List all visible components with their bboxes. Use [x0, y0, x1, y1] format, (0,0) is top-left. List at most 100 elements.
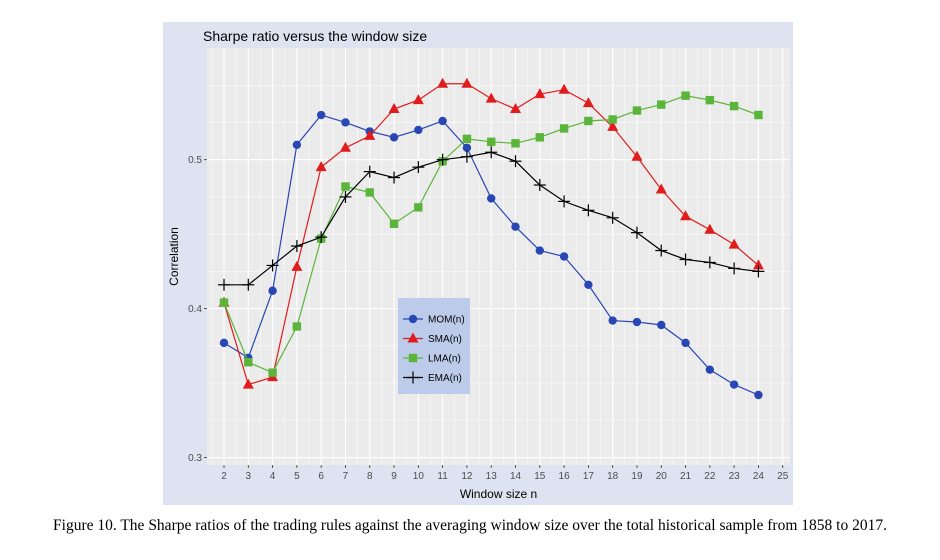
legend-label: MOM(n) — [428, 315, 465, 326]
data-point-ema — [679, 253, 692, 266]
legend-key-marker — [407, 332, 419, 343]
data-point-mom — [462, 143, 472, 152]
data-point-mom — [729, 380, 739, 389]
x-tick-label: 21 — [680, 471, 692, 482]
x-tick-label: 5 — [294, 471, 300, 482]
data-point-sma — [461, 77, 473, 88]
data-point-ema — [703, 256, 716, 269]
data-point-lma — [729, 101, 739, 111]
x-tick-label: 8 — [367, 471, 373, 482]
legend-item-mom: MOM(n) — [403, 315, 465, 326]
data-point-sma — [704, 223, 716, 234]
data-point-ema — [558, 195, 571, 208]
x-tick-label: 11 — [437, 471, 448, 482]
y-tick-label: 0.5 — [188, 155, 202, 166]
x-tick-label: 23 — [729, 471, 741, 482]
data-point-mom — [389, 133, 399, 142]
legend-label: EMA(n) — [428, 373, 462, 384]
series-lines — [218, 77, 765, 400]
data-point-mom — [584, 280, 593, 289]
data-point-ema — [485, 146, 498, 159]
data-point-sma — [558, 83, 570, 94]
data-point-sma — [631, 150, 643, 161]
chart-title: Sharpe ratio versus the window size — [203, 28, 427, 44]
data-point-sma — [582, 97, 594, 108]
data-point-lma — [365, 188, 374, 197]
x-tick-label: 19 — [631, 471, 643, 482]
data-point-lma — [268, 368, 277, 377]
legend-item-ema: EMA(n) — [403, 371, 462, 384]
data-point-sma — [607, 120, 619, 131]
data-point-lma — [535, 133, 544, 142]
data-point-ema — [436, 153, 449, 166]
data-point-mom — [632, 317, 642, 327]
data-point-ema — [606, 211, 619, 224]
data-point-sma — [485, 92, 497, 103]
data-point-lma — [584, 116, 593, 126]
data-point-sma — [655, 183, 667, 194]
data-point-sma — [752, 259, 764, 270]
x-tick-label: 13 — [486, 471, 498, 482]
plot-panel — [207, 48, 790, 465]
data-point-mom — [681, 338, 690, 348]
data-point-sma — [728, 238, 740, 249]
data-point-sma — [364, 129, 376, 140]
data-point-ema — [752, 265, 765, 278]
data-point-lma — [487, 137, 496, 147]
data-point-mom — [268, 286, 277, 295]
data-point-mom — [657, 320, 666, 330]
legend-item-sma: SMA(n) — [403, 332, 462, 345]
data-point-lma — [705, 95, 715, 105]
data-point-lma — [657, 100, 666, 109]
data-point-mom — [511, 222, 520, 231]
x-tick-label: 10 — [413, 471, 425, 482]
data-point-sma — [534, 88, 546, 99]
data-point-sma — [315, 161, 327, 172]
y-tick-label: 0.4 — [188, 304, 202, 315]
data-point-lma — [511, 139, 520, 148]
data-point-lma — [341, 182, 350, 191]
data-point-lma — [559, 124, 569, 133]
sharpe-ratio-chart: 2 3 4 5 6 7 8 9 10 11 12 13 14 15 16 17 18 19 20 21 22 23 24 25… — [163, 22, 793, 505]
data-point-mom — [535, 246, 544, 255]
x-tick-label: 22 — [704, 471, 716, 482]
data-point-lma — [389, 219, 399, 228]
data-point-mom — [754, 390, 763, 400]
data-point-lma — [292, 322, 302, 331]
series-ema — [218, 146, 765, 291]
data-point-sma — [388, 103, 400, 114]
data-point-sma — [680, 210, 692, 221]
figure-caption: Figure 10. The Sharpe ratios of the trad… — [53, 517, 887, 534]
data-point-lma — [244, 358, 253, 367]
data-point-ema — [266, 259, 279, 272]
data-point-ema — [388, 171, 401, 184]
data-point-sma — [339, 141, 351, 152]
data-point-mom — [316, 110, 326, 120]
data-point-mom — [292, 140, 302, 150]
data-point-ema — [339, 190, 352, 203]
y-tick-label: 0.3 — [188, 453, 202, 464]
data-point-ema — [315, 231, 328, 244]
data-point-lma — [414, 203, 423, 212]
data-point-ema — [655, 244, 668, 257]
legend-label: LMA(n) — [428, 354, 461, 365]
x-tick-label: 24 — [753, 471, 765, 482]
chart-figure: 2 3 4 5 6 7 8 9 10 11 12 13 14 15 16 17 18 19 20 21 22 23 24 25… — [163, 22, 793, 505]
data-point-mom — [414, 125, 423, 135]
data-point-lma — [462, 134, 472, 144]
data-point-mom — [559, 252, 569, 261]
data-point-mom — [608, 316, 617, 325]
x-tick-label: 16 — [559, 471, 571, 482]
data-point-ema — [533, 179, 546, 192]
x-tick-label: 3 — [246, 471, 252, 482]
data-point-ema — [582, 204, 595, 217]
data-point-mom — [341, 118, 350, 127]
axes: 2 3 4 5 6 7 8 9 10 11 12 13 14 15 16 17 18 19 20 21 22 23 24 25… — [188, 155, 789, 482]
legend-key-marker — [407, 371, 419, 384]
data-point-ema — [412, 161, 425, 174]
data-point-mom — [438, 116, 447, 126]
x-tick-label: 7 — [343, 471, 349, 482]
x-tick-label: 14 — [510, 471, 522, 482]
data-point-ema — [630, 226, 643, 239]
x-tick-label: 12 — [461, 471, 473, 482]
